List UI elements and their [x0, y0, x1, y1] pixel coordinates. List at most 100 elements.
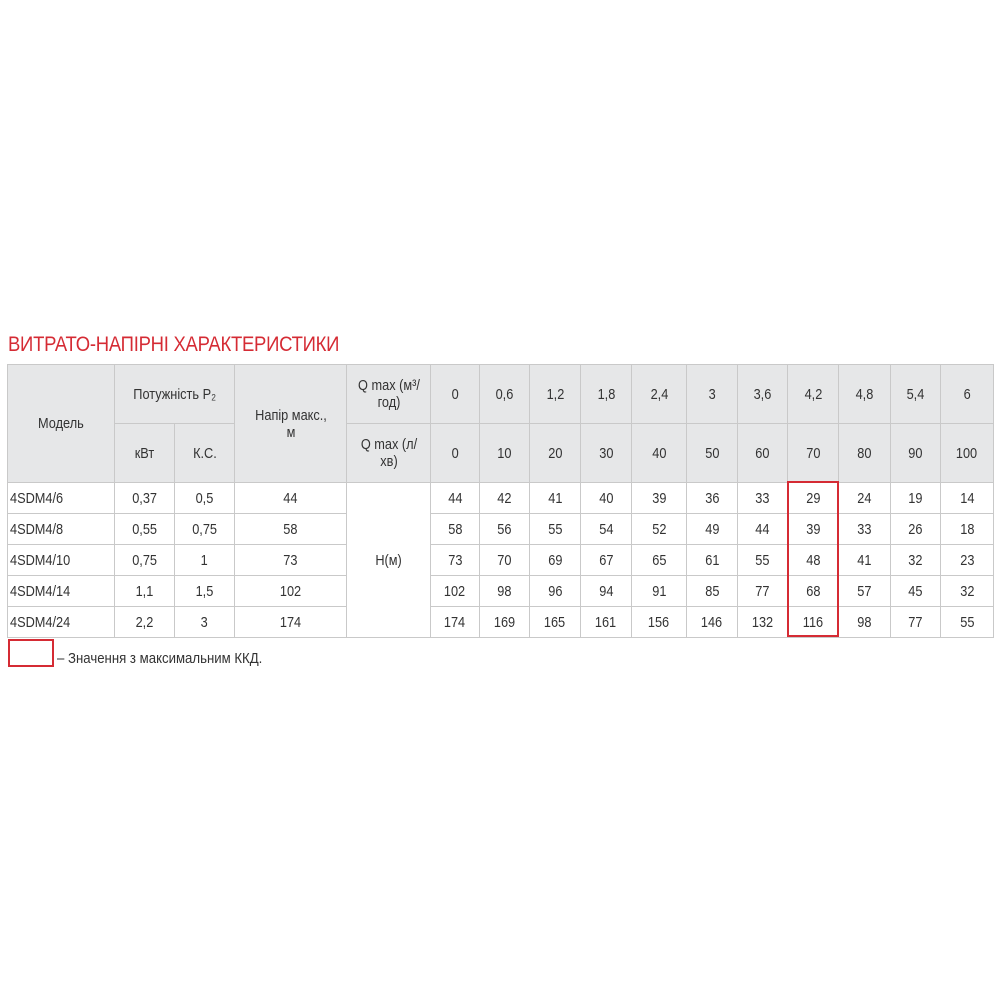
header-flow-lmin-text: 40 — [651, 444, 667, 462]
header-flow-m3h-text: 0 — [451, 385, 459, 403]
legend-text: – Значення з максимальним ККД. — [57, 650, 263, 667]
kw-cell: 0,75 — [114, 544, 175, 576]
kw-cell: 0,55 — [114, 513, 175, 545]
header-flow-lmin-text: 0 — [451, 444, 459, 462]
head-cell: 42 — [479, 482, 530, 514]
kw-cell-text: 2,2 — [135, 613, 154, 631]
head-cell: 44 — [430, 482, 480, 514]
header-flow-lmin-text: 100 — [956, 444, 978, 462]
header-row-flow-m3h: Модель Потужність P₂ Напір макс., м Q ma… — [7, 364, 994, 483]
table-row: 4SDM4/8 0,55 0,75 58 58 56 55 54 52 49 44 39 33 26 18 — [7, 513, 994, 545]
header-flow-lmin: 60 — [737, 423, 788, 483]
header-flow-lmin-text: 60 — [755, 444, 770, 462]
head-cell-text: 33 — [755, 489, 770, 507]
head-cell: 102 — [430, 575, 480, 607]
head-max-cell-text: 58 — [283, 520, 298, 538]
head-max-cell-text: 44 — [283, 489, 298, 507]
kw-cell-text: 1,1 — [135, 582, 154, 600]
head-cell: 19 — [890, 482, 941, 514]
legend-swatch — [8, 639, 54, 667]
head-max-cell: 73 — [234, 544, 347, 576]
header-flow-m3h-text: 1,8 — [597, 385, 615, 403]
head-max-cell: 58 — [234, 513, 347, 545]
head-cell: 132 — [737, 606, 788, 638]
head-cell-text: 91 — [651, 582, 667, 600]
header-flow-m3h-text: 2,4 — [650, 385, 668, 403]
header-flow-lmin-text: 50 — [704, 444, 720, 462]
head-cell-text: 116 — [802, 613, 824, 631]
head-cell: 55 — [737, 544, 788, 576]
head-cell: 52 — [631, 513, 687, 545]
head-cell-text: 55 — [959, 613, 975, 631]
head-cell-text: 85 — [704, 582, 720, 600]
head-cell: 24 — [838, 482, 891, 514]
head-cell: 91 — [631, 575, 687, 607]
h-label-cell-text: H(м) — [375, 551, 402, 569]
head-max-cell: 44 — [234, 482, 347, 514]
header-flow-m3h-text: 4,8 — [855, 385, 874, 403]
header-flow-lmin: 90 — [890, 423, 941, 483]
head-cell-text: 48 — [805, 551, 821, 569]
head-cell-text: 33 — [857, 520, 872, 538]
header-flow-lmin-text: 30 — [598, 444, 614, 462]
header-kw: кВт — [114, 423, 175, 483]
hp-cell: 3 — [174, 606, 235, 638]
header-flow-lmin: 30 — [580, 423, 632, 483]
head-cell: 54 — [580, 513, 632, 545]
table-row: 4SDM4/10 0,75 1 73 73 70 69 67 65 61 55 48 41 32 23 — [7, 544, 994, 576]
header-flow-lmin: 20 — [529, 423, 581, 483]
head-max-cell-text: 73 — [283, 551, 298, 569]
header-flow-m3h-text: 6 — [963, 385, 971, 403]
head-cell-text: 94 — [598, 582, 614, 600]
head-cell-text: 41 — [857, 551, 872, 569]
head-cell: 73 — [430, 544, 480, 576]
hp-cell-text: 3 — [200, 613, 209, 631]
head-cell: 68 — [787, 575, 839, 607]
hp-cell-text: 1,5 — [195, 582, 214, 600]
head-cell: 77 — [890, 606, 941, 638]
header-flow-lmin: 50 — [686, 423, 738, 483]
header-row-flow-lmin: кВт К.С. Q max (л/хв) 0 10 20 30 40 50 60 70 80 9… — [8, 423, 994, 483]
kw-cell-text: 0,75 — [132, 551, 157, 569]
head-cell: 57 — [838, 575, 891, 607]
head-cell: 146 — [686, 606, 738, 638]
hp-cell: 0,5 — [174, 482, 235, 514]
head-cell-text: 19 — [908, 489, 923, 507]
model-cell-text: 4SDM4/24 — [10, 613, 71, 631]
kw-cell-text: 0,55 — [132, 520, 157, 538]
head-cell-text: 42 — [497, 489, 512, 507]
head-cell: 94 — [580, 575, 632, 607]
head-cell: 85 — [686, 575, 738, 607]
head-cell: 33 — [737, 482, 788, 514]
header-power: Потужність P₂ — [114, 364, 235, 424]
model-cell: 4SDM4/6 — [7, 482, 115, 514]
head-cell-text: 56 — [497, 520, 512, 538]
header-flow-m3h: 6 — [940, 364, 994, 424]
header-flow-m3h: 3,6 — [737, 364, 788, 424]
kw-cell-text: 0,37 — [132, 489, 157, 507]
head-cell-text: 146 — [701, 613, 723, 631]
hp-cell: 1,5 — [174, 575, 235, 607]
head-cell: 161 — [580, 606, 632, 638]
head-cell: 58 — [430, 513, 480, 545]
head-max-cell-text: 102 — [279, 582, 302, 600]
head-cell-text: 58 — [447, 520, 463, 538]
header-flow-m3h-text: 3 — [708, 385, 716, 403]
head-cell: 36 — [686, 482, 738, 514]
head-cell-text: 77 — [908, 613, 923, 631]
head-cell-text: 68 — [805, 582, 821, 600]
header-flow-lmin-text: 80 — [857, 444, 872, 462]
header-flow-lmin: 40 — [631, 423, 687, 483]
head-cell-text: 36 — [704, 489, 720, 507]
header-flow-m3h: 5,4 — [890, 364, 941, 424]
header-flow-m3h: 3 — [686, 364, 738, 424]
table-row: 4SDM4/6 0,37 0,5 44 H(м) 44 42 41 40 39 36 33 29 24 19… — [7, 482, 994, 638]
head-cell: 45 — [890, 575, 941, 607]
head-cell: 18 — [940, 513, 994, 545]
head-cell: 67 — [580, 544, 632, 576]
head-cell: 165 — [529, 606, 581, 638]
header-q-m3h: Q max (м³/год) — [346, 364, 431, 424]
header-flow-m3h-text: 1,2 — [546, 385, 564, 403]
head-cell-text: 174 — [444, 613, 466, 631]
head-cell-text: 14 — [959, 489, 975, 507]
